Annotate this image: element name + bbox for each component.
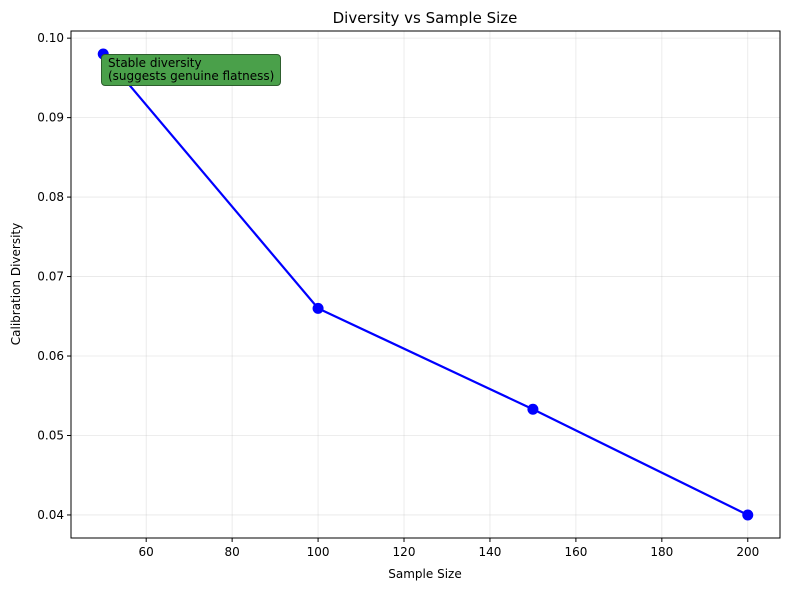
data-point [527,403,539,415]
series-line [102,53,749,516]
y-axis-ticks: 0.04 0.05 0.06 0.07 0.08 0.09 0.10 [37,31,71,522]
y-tick-label: 0.07 [37,270,64,284]
x-tick-label: 100 [307,545,330,559]
x-axis-ticks: 60 80 100 120 140 160 180 200 [139,538,759,559]
data-point [742,509,754,521]
y-tick-label: 0.09 [37,111,64,125]
x-tick-label: 180 [650,545,673,559]
plot-frame [70,30,781,539]
data-point [312,302,324,314]
annotation-line-1: Stable diversity [108,56,202,70]
y-tick-label: 0.08 [37,190,64,204]
chart-title: Diversity vs Sample Size [333,9,518,27]
x-tick-label: 160 [564,545,587,559]
x-axis-title: Sample Size [388,567,461,581]
x-tick-label: 140 [479,545,502,559]
annotation-box: Stable diversity (suggests genuine flatn… [101,54,282,86]
y-tick-label: 0.05 [37,428,64,442]
grid [71,31,780,538]
x-tick-label: 120 [393,545,416,559]
y-tick-label: 0.10 [37,31,64,45]
series-points [97,48,754,521]
y-tick-label: 0.04 [37,508,64,522]
x-tick-label: 60 [139,545,154,559]
y-tick-label: 0.06 [37,349,64,363]
annotation-line-2: (suggests genuine flatness) [108,69,275,83]
x-tick-label: 200 [736,545,759,559]
x-tick-label: 80 [224,545,239,559]
y-axis-title: Calibration Diversity [9,223,23,346]
